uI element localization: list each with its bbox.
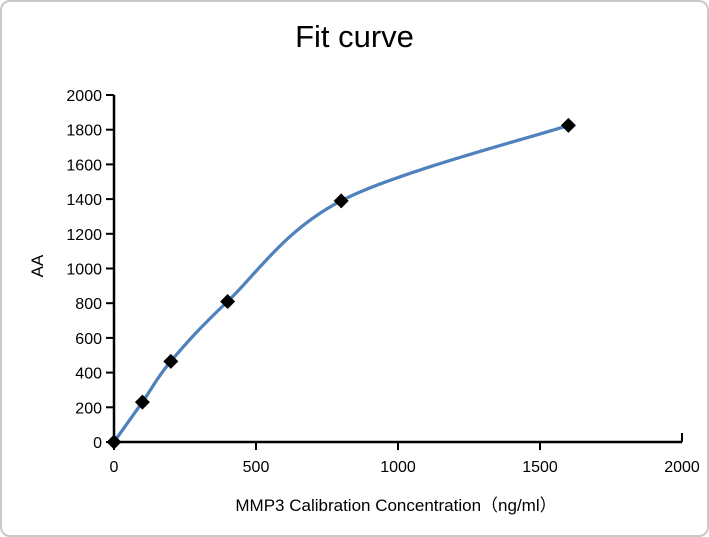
x-axis-title: MMP3 Calibration Concentration（ng/ml） bbox=[235, 496, 557, 515]
data-point-marker bbox=[220, 293, 236, 309]
data-point-marker bbox=[163, 353, 179, 369]
y-tick-label: 800 bbox=[75, 296, 102, 313]
x-tick-label: 1000 bbox=[380, 459, 416, 476]
data-point-marker bbox=[106, 434, 122, 450]
chart-title: Fit curve bbox=[295, 19, 414, 54]
y-tick-label: 1200 bbox=[66, 227, 102, 244]
y-tick-label: 0 bbox=[93, 435, 102, 452]
data-point-marker bbox=[134, 394, 150, 410]
x-tick-label: 0 bbox=[110, 459, 119, 476]
y-tick-label: 1400 bbox=[66, 192, 102, 209]
y-tick-label: 200 bbox=[75, 400, 102, 417]
y-tick-label: 1000 bbox=[66, 262, 102, 279]
y-tick-label: 600 bbox=[75, 331, 102, 348]
fit-curve-line bbox=[112, 123, 571, 444]
x-tick-label: 1500 bbox=[522, 459, 558, 476]
data-point-marker bbox=[560, 117, 576, 133]
y-tick-label: 2000 bbox=[66, 88, 102, 105]
x-tick-label: 500 bbox=[243, 459, 270, 476]
y-tick-label: 400 bbox=[75, 366, 102, 383]
y-tick-label: 1600 bbox=[66, 157, 102, 174]
data-point-marker bbox=[333, 193, 349, 209]
x-tick-label: 2000 bbox=[664, 459, 700, 476]
y-tick-label: 1800 bbox=[66, 123, 102, 140]
